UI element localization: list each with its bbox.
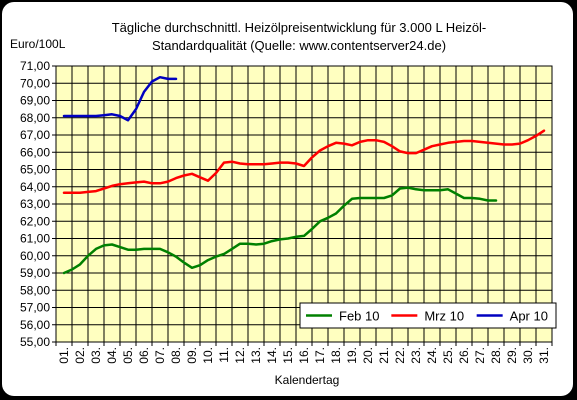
- legend-label-mrz-10: Mrz 10: [424, 309, 464, 324]
- y-tick-label: 66,00: [20, 145, 50, 159]
- x-tick-label: 12.: [233, 347, 247, 364]
- chart-title-line-1: Tägliche durchschnittl. Heizölpreisentwi…: [112, 20, 487, 35]
- y-axis-label: Euro/100L: [10, 37, 66, 51]
- y-tick-label: 61,00: [20, 232, 50, 246]
- x-tick-label: 08.: [169, 347, 183, 364]
- y-tick-label: 70,00: [20, 76, 50, 90]
- x-tick-label: 01.: [57, 347, 71, 364]
- x-tick-label: 05.: [121, 347, 135, 364]
- x-tick-label: 27.: [473, 347, 487, 364]
- x-tick-label: 31.: [537, 347, 551, 364]
- legend-label-feb-10: Feb 10: [339, 309, 379, 324]
- x-tick-label: 02.: [73, 347, 87, 364]
- heating-oil-price-chart: Tägliche durchschnittl. Heizölpreisentwi…: [10, 20, 557, 387]
- series-line-feb-10: [62, 186, 498, 275]
- x-tick-label: 25.: [441, 347, 455, 364]
- x-tick-label: 04.: [105, 347, 119, 364]
- x-tick-label: 23.: [409, 347, 423, 364]
- chart-frame: Tägliche durchschnittl. Heizölpreisentwi…: [2, 2, 573, 396]
- x-tick-label: 10.: [201, 347, 215, 364]
- legend-label-apr-10: Apr 10: [510, 309, 548, 324]
- x-tick-label: 17.: [313, 347, 327, 364]
- y-tick-label: 58,00: [20, 283, 50, 297]
- x-tick-label: 13.: [249, 347, 263, 364]
- x-axis-label: Kalendertag: [275, 373, 340, 387]
- x-tick-label: 30.: [521, 347, 535, 364]
- y-tick-label: 68,00: [20, 111, 50, 125]
- x-tick-label: 11.: [217, 347, 231, 363]
- x-tick-label: 14.: [265, 347, 279, 364]
- x-tick-label: 20.: [361, 347, 375, 364]
- y-tick-label: 62,00: [20, 214, 50, 228]
- plot-border: [55, 65, 553, 343]
- y-tick-label: 65,00: [20, 163, 50, 177]
- x-tick-label: 07.: [153, 347, 167, 364]
- y-tick-label: 57,00: [20, 301, 50, 315]
- x-tick-label: 19.: [345, 347, 359, 364]
- x-tick-label: 29.: [505, 347, 519, 364]
- y-tick-label: 59,00: [20, 266, 50, 280]
- y-tick-label: 69,00: [20, 94, 50, 108]
- y-tick-label: 64,00: [20, 180, 50, 194]
- x-tick-label: 22.: [393, 347, 407, 364]
- y-tick-label: 55,00: [20, 335, 50, 349]
- x-tick-label: 24.: [425, 347, 439, 364]
- legend: Feb 10 Mrz 10 Apr 10: [299, 302, 557, 329]
- x-tick-label: 16.: [297, 347, 311, 364]
- x-tick-label: 18.: [329, 347, 343, 364]
- x-tick-label: 06.: [137, 347, 151, 364]
- x-tick-label: 15.: [281, 347, 295, 364]
- x-tick-label: 03.: [89, 347, 103, 364]
- x-tick-label: 21.: [377, 347, 391, 364]
- x-tick-label: 26.: [457, 347, 471, 364]
- x-tick-label: 09.: [185, 347, 199, 364]
- y-tick-label: 67,00: [20, 128, 50, 142]
- series-line-apr-10: [62, 75, 178, 122]
- series-line-mrz-10: [62, 129, 546, 195]
- x-tick-label: 28.: [489, 347, 503, 364]
- y-tick-label: 56,00: [20, 318, 50, 332]
- y-tick-label: 63,00: [20, 197, 50, 211]
- y-tick-label: 71,00: [20, 59, 50, 73]
- legend-box: [299, 302, 557, 329]
- y-tick-label: 60,00: [20, 249, 50, 263]
- chart-title-line-2: Standardqualität (Quelle: www.contentser…: [152, 38, 446, 53]
